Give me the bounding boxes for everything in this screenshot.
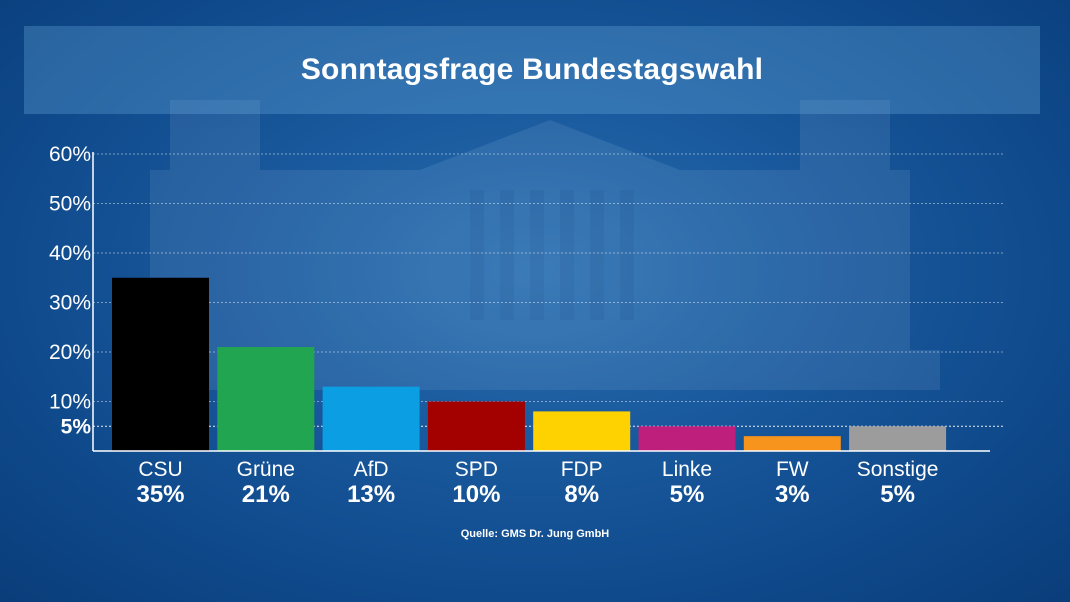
category-label: Linke [662,458,712,481]
category-label: FW [776,458,809,481]
y-axis-ticks: 60% 50% 40% 30% 20% 10%5% [49,143,91,438]
value-label: 13% [347,481,395,508]
y-tick-label: 10% [49,391,91,414]
bar-grüne [217,347,315,451]
bar-linke [638,426,736,451]
bar-csu [112,277,209,451]
axes [92,152,990,452]
chart-title: Sonntagsfrage Bundestagswahl [300,53,764,86]
category-label: SPD [455,458,498,481]
category-label: FDP [561,458,603,481]
bar-fw [743,436,841,451]
category-labels: CSU35%Grüne21%AfD13%SPD10%FDP8%Linke5%FW… [136,458,938,508]
title-bar: Sonntagsfrage Bundestagswahl [24,26,1040,114]
bar-fdp [533,411,631,451]
value-label: 10% [452,481,500,508]
bar-sonstige [849,426,947,451]
value-label: 35% [136,481,184,508]
category-label: AfD [354,458,389,481]
bar-spd [427,401,525,451]
y-tick-label: 40% [49,242,91,265]
bars [112,277,947,451]
value-label: 21% [242,481,290,508]
category-label: Sonstige [857,458,939,481]
y-tick-label: 50% [49,193,91,216]
threshold-label: 5% [61,415,92,438]
category-label: CSU [138,458,182,481]
value-label: 5% [880,481,915,508]
value-label: 8% [564,481,599,508]
y-tick-label: 30% [49,292,91,315]
source-note: Quelle: GMS Dr. Jung GmbH [460,528,610,540]
y-tick-label: 60% [49,143,91,166]
y-tick-label: 20% [49,341,91,364]
category-label: Grüne [237,458,295,481]
value-label: 5% [670,481,705,508]
value-label: 3% [775,481,810,508]
bar-afd [322,386,420,451]
